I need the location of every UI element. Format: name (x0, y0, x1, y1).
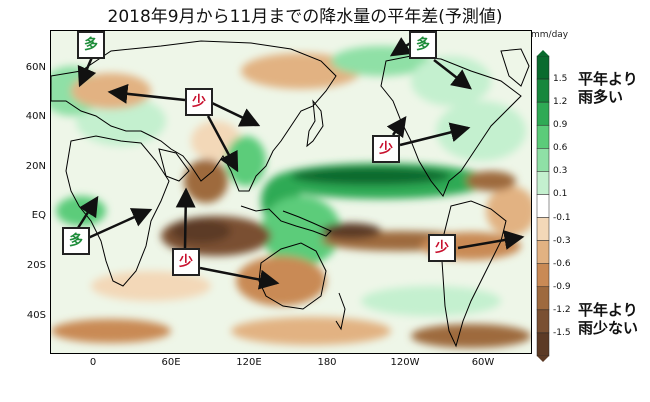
colorbar-label: -0.6 (553, 258, 571, 269)
colorbar-label: -0.9 (553, 281, 571, 292)
lon-tick-60e: 60E (161, 357, 181, 368)
arrow-wet-africa-west (76, 195, 99, 229)
wet-badge-europe: 多 (77, 31, 105, 59)
colorbar-label: -1.5 (553, 327, 571, 338)
arrow-dry-us-east (399, 122, 471, 147)
dry-badge-us: 少 (372, 135, 400, 163)
colorbar-label: 1.2 (553, 97, 568, 108)
colorbar (536, 50, 550, 362)
arrow-wet-africa-east (87, 208, 153, 240)
eurasia-coastline (51, 40, 337, 192)
colorbar-label: 0.1 (553, 189, 568, 200)
africa-coastline (65, 135, 170, 287)
map-title: 2018年9月から11月までの降水量の平年差(予測値) (107, 7, 503, 27)
dry-badge-south-america: 少 (428, 234, 456, 262)
lat-tick-20s: 20S (26, 260, 46, 271)
lat-tick-20n: 20N (25, 161, 46, 172)
colorbar-label: -0.1 (553, 212, 571, 223)
new-zealand-coastline (335, 292, 346, 331)
arrow-dry-indian-ocean (175, 187, 196, 249)
arrow-dry-australia (199, 266, 280, 290)
wet-badge-africa: 多 (62, 227, 90, 255)
lon-tick-120w: 120W (390, 357, 420, 368)
colorbar-label: 0.9 (553, 120, 568, 131)
dry-note-line2: 雨少ない (578, 319, 639, 337)
arrow-wet-north-america (433, 59, 472, 90)
wet-note-line2: 雨多い (578, 88, 624, 106)
arrow-dry-india (206, 115, 239, 173)
dry-badge-indian-ocean: 少 (172, 248, 200, 276)
colorbar-dry-note: 平年より 雨少ない (578, 301, 638, 337)
dry-badge-asia: 少 (185, 88, 213, 116)
lon-tick-0: 0 (89, 357, 97, 368)
australia-coastline (258, 242, 327, 310)
arrow-wet-europe (77, 54, 97, 88)
colorbar-wet-note: 平年より 雨多い (578, 70, 638, 106)
arabia-coastline (158, 148, 190, 182)
colorbar-label: 1.5 (553, 74, 568, 85)
lat-tick-40n: 40N (25, 111, 46, 122)
dry-note-line1: 平年より (578, 301, 638, 319)
lat-tick-eq: EQ (31, 210, 46, 221)
lon-tick-180: 180 (317, 357, 337, 368)
maritime-continent-coastline (240, 205, 332, 237)
colorbar-label: -0.3 (553, 235, 571, 246)
lat-tick-40s: 40S (26, 310, 46, 321)
arrow-dry-us-west (386, 115, 407, 139)
japan-coastline (306, 99, 324, 148)
arrow-wet-arctic (389, 37, 413, 57)
colorbar-top-arrow (537, 50, 549, 56)
arrow-dry-south-america (457, 230, 525, 250)
wet-badge-north-america: 多 (409, 31, 437, 59)
colorbar-label: 0.3 (553, 166, 568, 177)
wet-note-line1: 平年より (578, 70, 638, 88)
colorbar-bottom-arrow (537, 356, 549, 362)
arrow-dry-eurasia-west (107, 83, 186, 104)
colorbar-label: 0.6 (553, 143, 568, 154)
lat-tick-60n: 60N (25, 62, 46, 73)
coastlines (51, 40, 530, 348)
colorbar-label: -1.2 (553, 304, 571, 315)
arrow-dry-eurasia-east (211, 101, 261, 127)
lon-tick-120e: 120E (236, 357, 262, 368)
lon-tick-60w: 60W (471, 357, 495, 368)
greenland-coastline (500, 48, 530, 87)
colorbar-unit: mm/day (531, 30, 569, 40)
